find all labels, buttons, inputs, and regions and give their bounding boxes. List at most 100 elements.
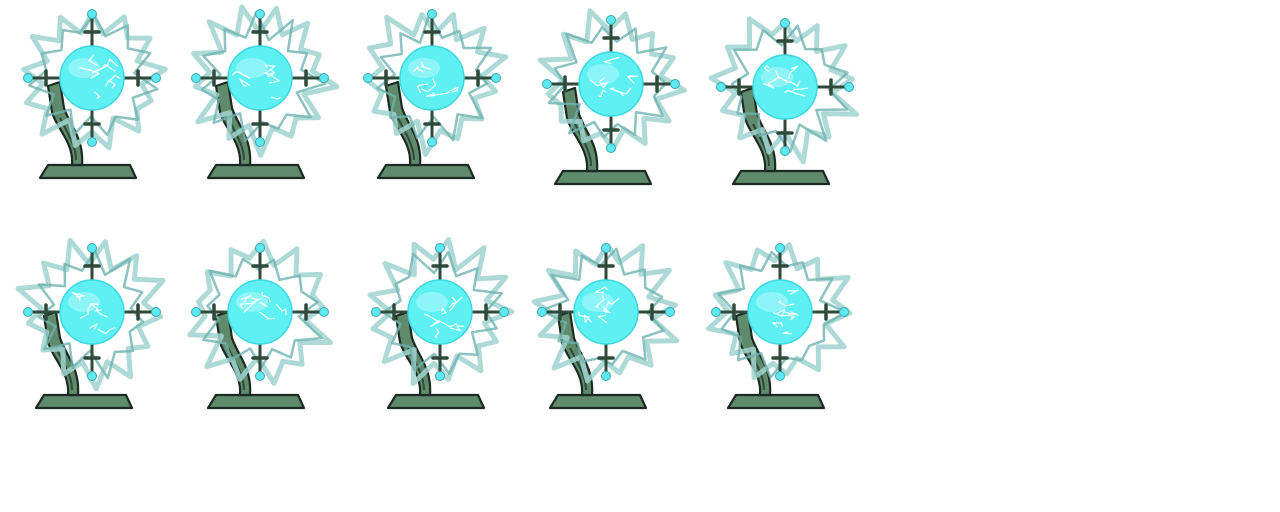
electrode-node: [716, 82, 726, 92]
stand-base: [386, 393, 486, 410]
sprite-frame-6: [8, 232, 168, 422]
electrode-node: [87, 137, 97, 147]
electrode-node: [255, 243, 265, 253]
sprite-frame-5: [705, 0, 865, 190]
plasma-orb: [227, 45, 293, 111]
orb-highlight: [236, 292, 268, 312]
electric-aura-inner: [27, 13, 159, 137]
orb-highlight: [761, 67, 793, 87]
electrode-node: [601, 243, 611, 253]
electric-aura-inner: [200, 10, 327, 143]
electrode-node: [499, 307, 509, 317]
stand-base: [548, 393, 648, 410]
tesla-coil-sprite: [15, 237, 166, 410]
electrode-node: [775, 243, 785, 253]
electrode-node: [371, 307, 381, 317]
electrode-node: [151, 73, 161, 83]
stand-base: [206, 393, 306, 410]
electric-aura-outer: [367, 237, 515, 387]
electrode-node: [537, 307, 547, 317]
electrode-node: [87, 371, 97, 381]
orb-highlight: [587, 64, 619, 84]
electric-aura-inner: [717, 250, 848, 379]
electrode-node: [23, 307, 33, 317]
sprite-frame-7: [180, 232, 340, 422]
electrode-node: [606, 143, 616, 153]
stand-arm-shade: [574, 123, 592, 167]
plasma-orb: [752, 54, 818, 120]
tesla-coil-sprite: [706, 242, 853, 410]
orb-crackles: [79, 54, 121, 99]
electric-aura-inner: [202, 257, 323, 369]
orb-crackles: [577, 286, 620, 324]
electrode-node: [319, 307, 329, 317]
electric-aura-outer: [364, 12, 509, 157]
electrode-node: [435, 243, 445, 253]
stand-base: [376, 163, 476, 180]
electrode-node: [435, 371, 445, 381]
stand-base: [34, 393, 134, 410]
electrode-node: [780, 146, 790, 156]
tesla-coil-sprite: [363, 9, 509, 180]
electrode-node: [542, 79, 552, 89]
electrode-node: [780, 18, 790, 28]
tesla-coil-sprite: [21, 9, 168, 180]
plasma-orb: [407, 279, 473, 345]
orb-crackles: [71, 291, 116, 335]
electrode-node: [23, 73, 33, 83]
electrode-node: [601, 371, 611, 381]
tesla-coil-sprite: [187, 238, 333, 410]
stand-arm-shade: [752, 123, 770, 167]
stand-base: [206, 163, 306, 180]
stand-base: [726, 393, 826, 410]
electric-aura-inner: [540, 247, 665, 366]
electrode-node: [775, 371, 785, 381]
electric-aura-inner: [547, 26, 668, 139]
stand-arm-shade: [397, 117, 415, 161]
orb-crackles: [772, 289, 799, 335]
electrode-node: [711, 307, 721, 317]
orb-crackles: [589, 56, 639, 97]
orb-crackles: [762, 65, 809, 97]
orb-highlight: [408, 58, 440, 78]
plasma-orb: [578, 51, 644, 117]
electric-aura-outer: [706, 242, 853, 381]
tesla-coil-sprite: [191, 4, 340, 180]
electrode-node: [191, 307, 201, 317]
stand-base: [553, 169, 653, 186]
plasma-orb: [399, 45, 465, 111]
electrode-node: [606, 15, 616, 25]
electrode-node: [191, 73, 201, 83]
electric-aura-inner: [376, 13, 493, 142]
sprite-frame-2: [180, 0, 340, 190]
orb-crackles: [231, 64, 281, 100]
electrode-node: [363, 73, 373, 83]
sprite-frame-1: [12, 0, 172, 190]
plasma-orb: [59, 279, 125, 345]
electrode-node: [87, 243, 97, 253]
orb-highlight: [68, 292, 100, 312]
electrode-node: [319, 73, 329, 83]
electrode-node: [665, 307, 675, 317]
electrode-node: [255, 9, 265, 19]
orb-highlight: [756, 292, 788, 312]
electrode-node: [255, 371, 265, 381]
electric-aura-outer: [537, 8, 687, 151]
orb-crackles: [239, 291, 287, 320]
orb-highlight: [236, 58, 268, 78]
electrode-node: [427, 137, 437, 147]
electrode-node: [255, 137, 265, 147]
orb-crackles: [413, 61, 459, 97]
orb-crackles: [423, 296, 465, 339]
stand-base: [38, 163, 138, 180]
electrode-node: [839, 307, 849, 317]
electrode-node: [427, 9, 437, 19]
electrode-node: [670, 79, 680, 89]
electrode-node: [491, 73, 501, 83]
sprite-frame-3: [350, 0, 510, 190]
tesla-coil-sprite: [708, 16, 860, 186]
electric-aura-inner: [37, 249, 145, 380]
electrode-node: [844, 82, 854, 92]
tesla-coil-sprite: [537, 8, 687, 186]
